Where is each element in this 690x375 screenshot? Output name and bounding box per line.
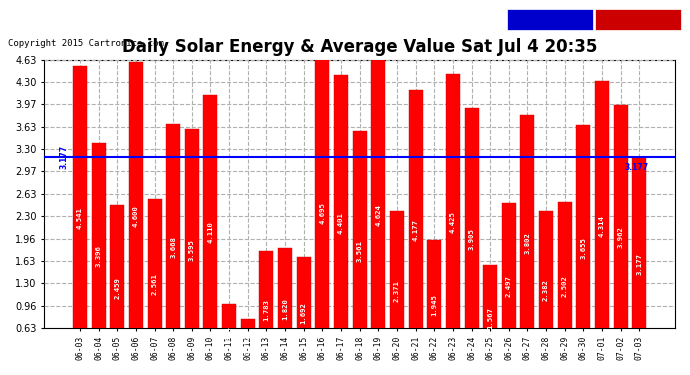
Bar [446, 74, 460, 370]
Text: 4.425: 4.425 [450, 211, 456, 233]
Text: 3.177: 3.177 [636, 253, 642, 274]
Text: 1.783: 1.783 [264, 300, 269, 321]
Bar [483, 265, 497, 370]
Bar [576, 125, 591, 370]
Bar [390, 211, 404, 370]
Bar [92, 142, 106, 370]
Bar [204, 95, 217, 370]
Bar [241, 319, 255, 370]
Bar [73, 66, 87, 370]
Text: 3.177: 3.177 [60, 145, 69, 169]
Bar [632, 157, 647, 370]
Bar [222, 304, 236, 370]
Bar [371, 60, 385, 370]
Text: 1.692: 1.692 [301, 303, 306, 324]
Text: 4.541: 4.541 [77, 207, 83, 229]
Text: 3.561: 3.561 [357, 240, 363, 262]
Text: 3.668: 3.668 [170, 236, 176, 258]
Bar [148, 198, 161, 370]
Bar [166, 124, 180, 370]
Bar [539, 210, 553, 370]
Text: Daily    ($): Daily ($) [615, 15, 660, 24]
Text: 3.177: 3.177 [624, 163, 649, 172]
Bar [613, 105, 628, 370]
Text: 4.314: 4.314 [599, 214, 605, 237]
Text: 2.497: 2.497 [506, 276, 512, 297]
Text: 1.945: 1.945 [431, 294, 437, 316]
Text: Average  ($): Average ($) [524, 15, 577, 24]
Bar [502, 203, 516, 370]
Text: 2.382: 2.382 [543, 279, 549, 302]
Text: 0.767: 0.767 [245, 334, 250, 356]
Text: 2.561: 2.561 [152, 273, 157, 296]
Bar [315, 56, 329, 370]
Bar [129, 62, 143, 370]
Bar [297, 257, 310, 370]
Bar [259, 251, 273, 370]
Text: 1.567: 1.567 [487, 307, 493, 328]
Text: 2.459: 2.459 [115, 277, 120, 299]
Text: 4.600: 4.600 [133, 205, 139, 227]
Text: 3.802: 3.802 [524, 232, 531, 254]
Bar [427, 240, 441, 370]
Text: 2.502: 2.502 [562, 275, 568, 297]
Text: 3.595: 3.595 [189, 239, 195, 261]
Text: 1.820: 1.820 [282, 298, 288, 320]
Bar [464, 108, 478, 370]
Text: 4.401: 4.401 [338, 212, 344, 234]
Bar [520, 116, 535, 370]
Bar [278, 248, 292, 370]
Text: 4.110: 4.110 [208, 222, 213, 243]
Text: 4.624: 4.624 [375, 204, 382, 226]
Bar [185, 129, 199, 370]
Text: 2.371: 2.371 [394, 280, 400, 302]
Text: 3.962: 3.962 [618, 226, 624, 248]
Bar [110, 206, 124, 370]
Title: Daily Solar Energy & Average Value Sat Jul 4 20:35: Daily Solar Energy & Average Value Sat J… [122, 38, 598, 56]
Text: 3.655: 3.655 [580, 237, 586, 259]
Bar [595, 81, 609, 370]
Text: 4.695: 4.695 [319, 202, 326, 224]
Bar [353, 132, 366, 370]
Bar [408, 90, 422, 370]
Bar [558, 202, 572, 370]
Text: 4.177: 4.177 [413, 219, 419, 241]
Bar [334, 75, 348, 370]
Text: Copyright 2015 Cartronics.com: Copyright 2015 Cartronics.com [8, 39, 164, 48]
Text: 3.905: 3.905 [469, 228, 475, 250]
Text: 3.396: 3.396 [96, 246, 101, 267]
Text: 0.994: 0.994 [226, 326, 232, 348]
